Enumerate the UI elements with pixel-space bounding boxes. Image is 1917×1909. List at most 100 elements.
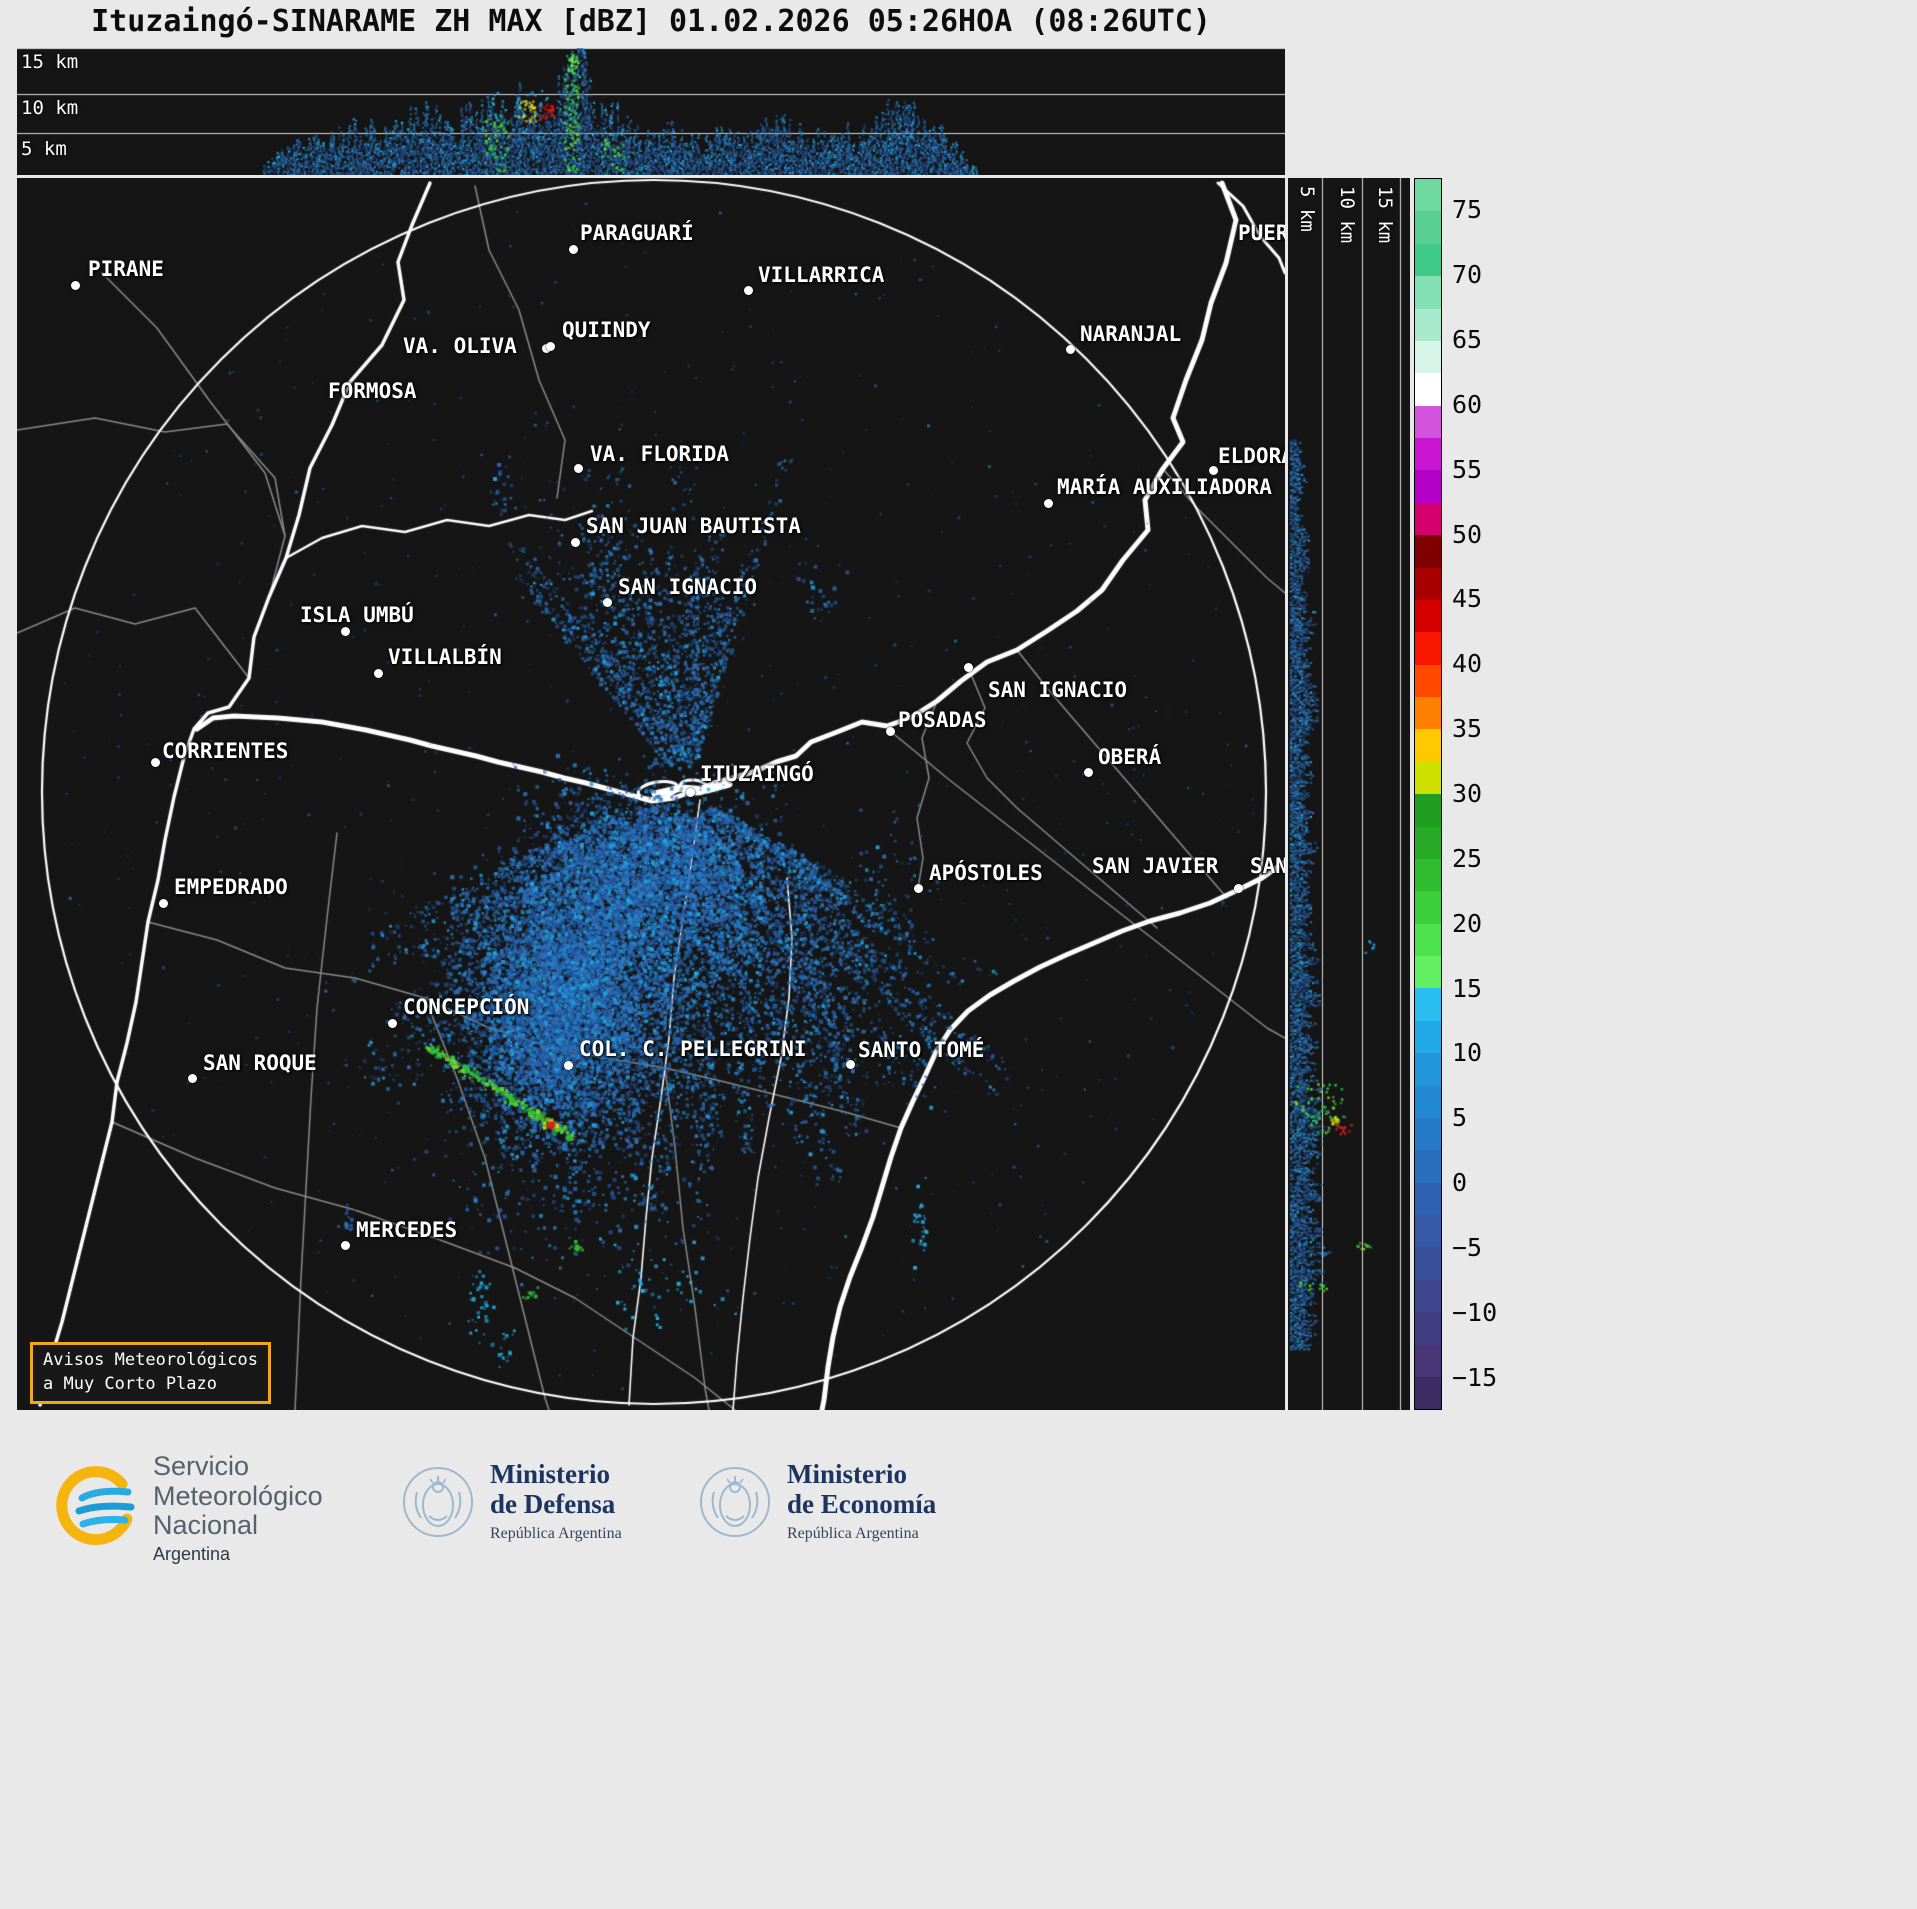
colorbar-segment bbox=[1415, 891, 1441, 924]
smn-name-line-2: Meteorológico bbox=[153, 1480, 323, 1511]
colorbar-segment bbox=[1415, 1085, 1441, 1118]
city-eldorado-label: ELDORADO bbox=[1218, 444, 1285, 468]
city-concepcion-dot bbox=[388, 1019, 397, 1028]
colorbar-tick-30: 30 bbox=[1452, 779, 1483, 808]
city-san-roque-label: SAN ROQUE bbox=[203, 1051, 317, 1075]
colorbar-segment bbox=[1415, 308, 1441, 341]
height-label-5-km: 5 km bbox=[21, 138, 67, 160]
warning-line-2: a Muy Corto Plazo bbox=[43, 1373, 217, 1394]
smn-name-line-3: Nacional bbox=[153, 1510, 259, 1541]
radar-map-panel: PIRANE PARAGUARÍ VILLARRICA VA. OLIVA QUIIND… bbox=[17, 178, 1285, 1410]
economia-subtitle: República Argentina bbox=[787, 1525, 919, 1543]
colorbar-segment bbox=[1415, 276, 1441, 309]
colorbar-segment bbox=[1415, 211, 1441, 244]
colorbar-segment bbox=[1415, 535, 1441, 568]
colorbar-segment bbox=[1415, 1020, 1441, 1054]
city-posadas-label: POSADAS bbox=[898, 708, 987, 732]
city-corrientes-label: CORRIENTES bbox=[162, 739, 289, 763]
colorbar-segment bbox=[1415, 373, 1441, 406]
right-cross-section-canvas bbox=[1288, 178, 1410, 1410]
colorbar-segment bbox=[1415, 858, 1441, 892]
height-label-right-10-km: 10 km bbox=[1336, 186, 1358, 244]
city-san-clipped-label: SAN bbox=[1250, 854, 1285, 878]
city-quiindy-dot bbox=[546, 342, 555, 351]
city-naranjal-dot bbox=[1066, 345, 1075, 354]
smn-country-label: Argentina bbox=[153, 1544, 231, 1565]
colorbar-tick-75: 75 bbox=[1452, 195, 1483, 225]
city-villarrica-label: VILLARRICA bbox=[758, 263, 885, 287]
city-maria-auxiliadora-dot bbox=[1044, 499, 1053, 508]
city-san-juan-bautista-label: SAN JUAN BAUTISTA bbox=[586, 514, 801, 538]
colorbar-segment bbox=[1415, 1279, 1441, 1313]
warning-banner[interactable]: Avisos Meteorológicos a Muy Corto Plazo bbox=[30, 1342, 271, 1404]
city-san-javier-label: SAN JAVIER bbox=[1092, 854, 1219, 878]
city-pirane-dot bbox=[71, 281, 80, 290]
colorbar-segment bbox=[1415, 988, 1441, 1021]
colorbar: 75 70 65 60 55 50 45 40 35 30 25 20 15 10 5 0 −5 −10 −15 bbox=[1414, 178, 1534, 1410]
city-san-ignacio-py-label: SAN IGNACIO bbox=[618, 575, 758, 599]
defensa-subtitle: República Argentina bbox=[490, 1525, 622, 1543]
colorbar-segment bbox=[1415, 599, 1441, 633]
city-va-florida-dot bbox=[574, 464, 583, 473]
colorbar-segment bbox=[1415, 1117, 1441, 1151]
colorbar-tick--5: −5 bbox=[1452, 1232, 1483, 1262]
city-santo-tome-label: SANTO TOMÉ bbox=[858, 1038, 985, 1062]
city-obera-label: OBERÁ bbox=[1098, 745, 1162, 769]
colorbar-segment bbox=[1415, 243, 1441, 277]
city-santo-tome-dot bbox=[846, 1060, 855, 1069]
city-isla-umbu-label: ISLA UMBÚ bbox=[300, 603, 414, 627]
colorbar-segment bbox=[1415, 1150, 1441, 1183]
city-formosa-label: FORMOSA bbox=[328, 379, 417, 403]
city-mercedes-dot bbox=[341, 1241, 350, 1250]
city-maria-auxiliadora-label: MARÍA AUXILIADORA bbox=[1057, 475, 1272, 499]
colorbar-segment bbox=[1415, 923, 1441, 956]
economia-title-line-1: Ministerio bbox=[787, 1459, 907, 1489]
colorbar-segment bbox=[1415, 405, 1441, 438]
colorbar-segment bbox=[1415, 761, 1441, 795]
right-cross-section-panel: 5 km 10 km 15 km bbox=[1288, 178, 1410, 1410]
colorbar-segment bbox=[1415, 729, 1441, 762]
city-apostoles-label: APÓSTOLES bbox=[929, 861, 1043, 885]
city-isla-umbu-dot bbox=[341, 627, 350, 636]
colorbar-tick-50: 50 bbox=[1452, 519, 1483, 549]
colorbar-tick-40: 40 bbox=[1452, 649, 1483, 679]
city-san-ignacio-py-dot bbox=[603, 598, 612, 607]
colorbar-segment bbox=[1415, 1247, 1441, 1280]
colorbar-segment bbox=[1415, 502, 1441, 536]
city-san-javier-dot bbox=[1234, 884, 1243, 893]
city-quiindy-label: QUIINDY bbox=[562, 318, 651, 342]
top-cross-section-panel: 15 km 10 km 5 km bbox=[17, 48, 1285, 175]
city-corrientes-dot bbox=[151, 758, 160, 767]
city-puerto-rico-label: PUERTO RICO bbox=[1238, 221, 1285, 245]
defensa-title-line-1: Ministerio bbox=[490, 1459, 610, 1489]
colorbar-scale bbox=[1414, 178, 1442, 1410]
economia-title-line-2: de Economía bbox=[787, 1488, 937, 1519]
colorbar-segment bbox=[1415, 1053, 1441, 1086]
colorbar-segment bbox=[1415, 1182, 1441, 1215]
city-empedrado-dot bbox=[159, 899, 168, 908]
colorbar-tick-25: 25 bbox=[1452, 843, 1483, 873]
city-paraguari-label: PARAGUARÍ bbox=[580, 221, 694, 245]
city-ituzaingo-label: ITUZAINGÓ bbox=[700, 762, 814, 786]
ministerio-defensa-block: Ministerio de Defensa República Argentin… bbox=[400, 1459, 622, 1543]
colorbar-segment bbox=[1415, 826, 1441, 859]
radar-map-canvas bbox=[17, 178, 1285, 1410]
colorbar-segment bbox=[1415, 1312, 1441, 1345]
colorbar-tick-70: 70 bbox=[1452, 260, 1483, 290]
city-va-oliva-label: VA. OLIVA bbox=[403, 334, 517, 358]
colorbar-segment bbox=[1415, 179, 1441, 212]
city-villarrica-dot bbox=[744, 286, 753, 295]
colorbar-segment bbox=[1415, 1344, 1441, 1377]
colorbar-segment bbox=[1415, 567, 1441, 600]
city-paraguari-dot bbox=[569, 245, 578, 254]
smn-name-line-1: Servicio bbox=[153, 1451, 250, 1481]
colorbar-tick-65: 65 bbox=[1452, 325, 1483, 355]
colorbar-tick--10: −10 bbox=[1452, 1297, 1498, 1327]
colorbar-segment bbox=[1415, 340, 1441, 374]
height-label-10-km: 10 km bbox=[21, 97, 79, 119]
city-va-florida-label: VA. FLORIDA bbox=[590, 442, 730, 466]
smn-logo-block: Servicio Meteorológico Nacional Argentin… bbox=[52, 1451, 323, 1565]
city-san-roque-dot bbox=[188, 1074, 197, 1083]
colorbar-tick-10: 10 bbox=[1452, 1038, 1483, 1068]
colorbar-tick-60: 60 bbox=[1452, 389, 1483, 419]
